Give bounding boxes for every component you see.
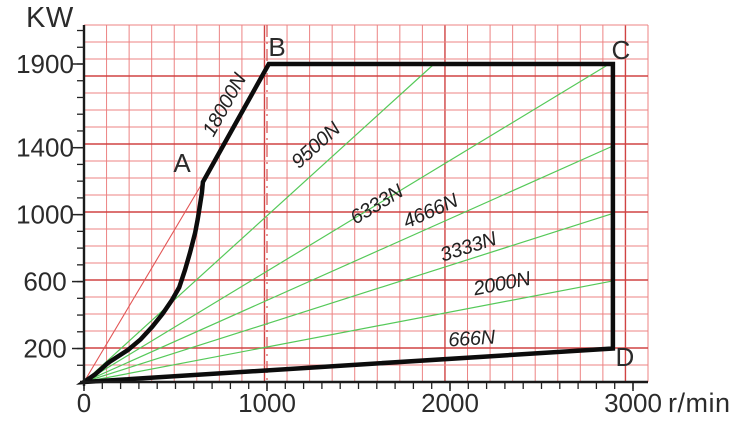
corner-label-D: D (616, 342, 635, 372)
force-line-2000N (83, 280, 613, 383)
corner-label-C: C (612, 35, 631, 65)
x-axis-unit-label: r/min (668, 388, 731, 418)
corner-label-A: A (173, 148, 191, 178)
y-tick-label-1000: 1000 (16, 200, 74, 230)
y-tick-label-1900: 1900 (16, 49, 74, 79)
y-axis-unit-label: KW (26, 2, 74, 34)
force-line-label-9500N: 9500N (287, 118, 345, 174)
envelope-path (75, 61, 616, 385)
x-tick-label-3000: 3000 (604, 388, 662, 418)
force-line-4666N (83, 145, 614, 383)
force-line-9500N (83, 63, 435, 383)
force-line-3333N (83, 212, 614, 383)
y-tick-label-1400: 1400 (16, 133, 74, 163)
x-tick-label-0: 0 (77, 388, 91, 418)
force-line-18000N (83, 181, 204, 383)
y-tick-label-600: 600 (23, 267, 66, 297)
y-tick-label-200: 200 (23, 334, 66, 364)
force-line-6333N (83, 63, 610, 383)
force-line-label-2000N: 2000N (471, 268, 533, 301)
corner-label-B: B (268, 32, 285, 62)
x-tick-label-1000: 1000 (238, 388, 296, 418)
x-tick-label-2000: 2000 (421, 388, 479, 418)
force-line-label-666N: 666N (448, 327, 497, 352)
